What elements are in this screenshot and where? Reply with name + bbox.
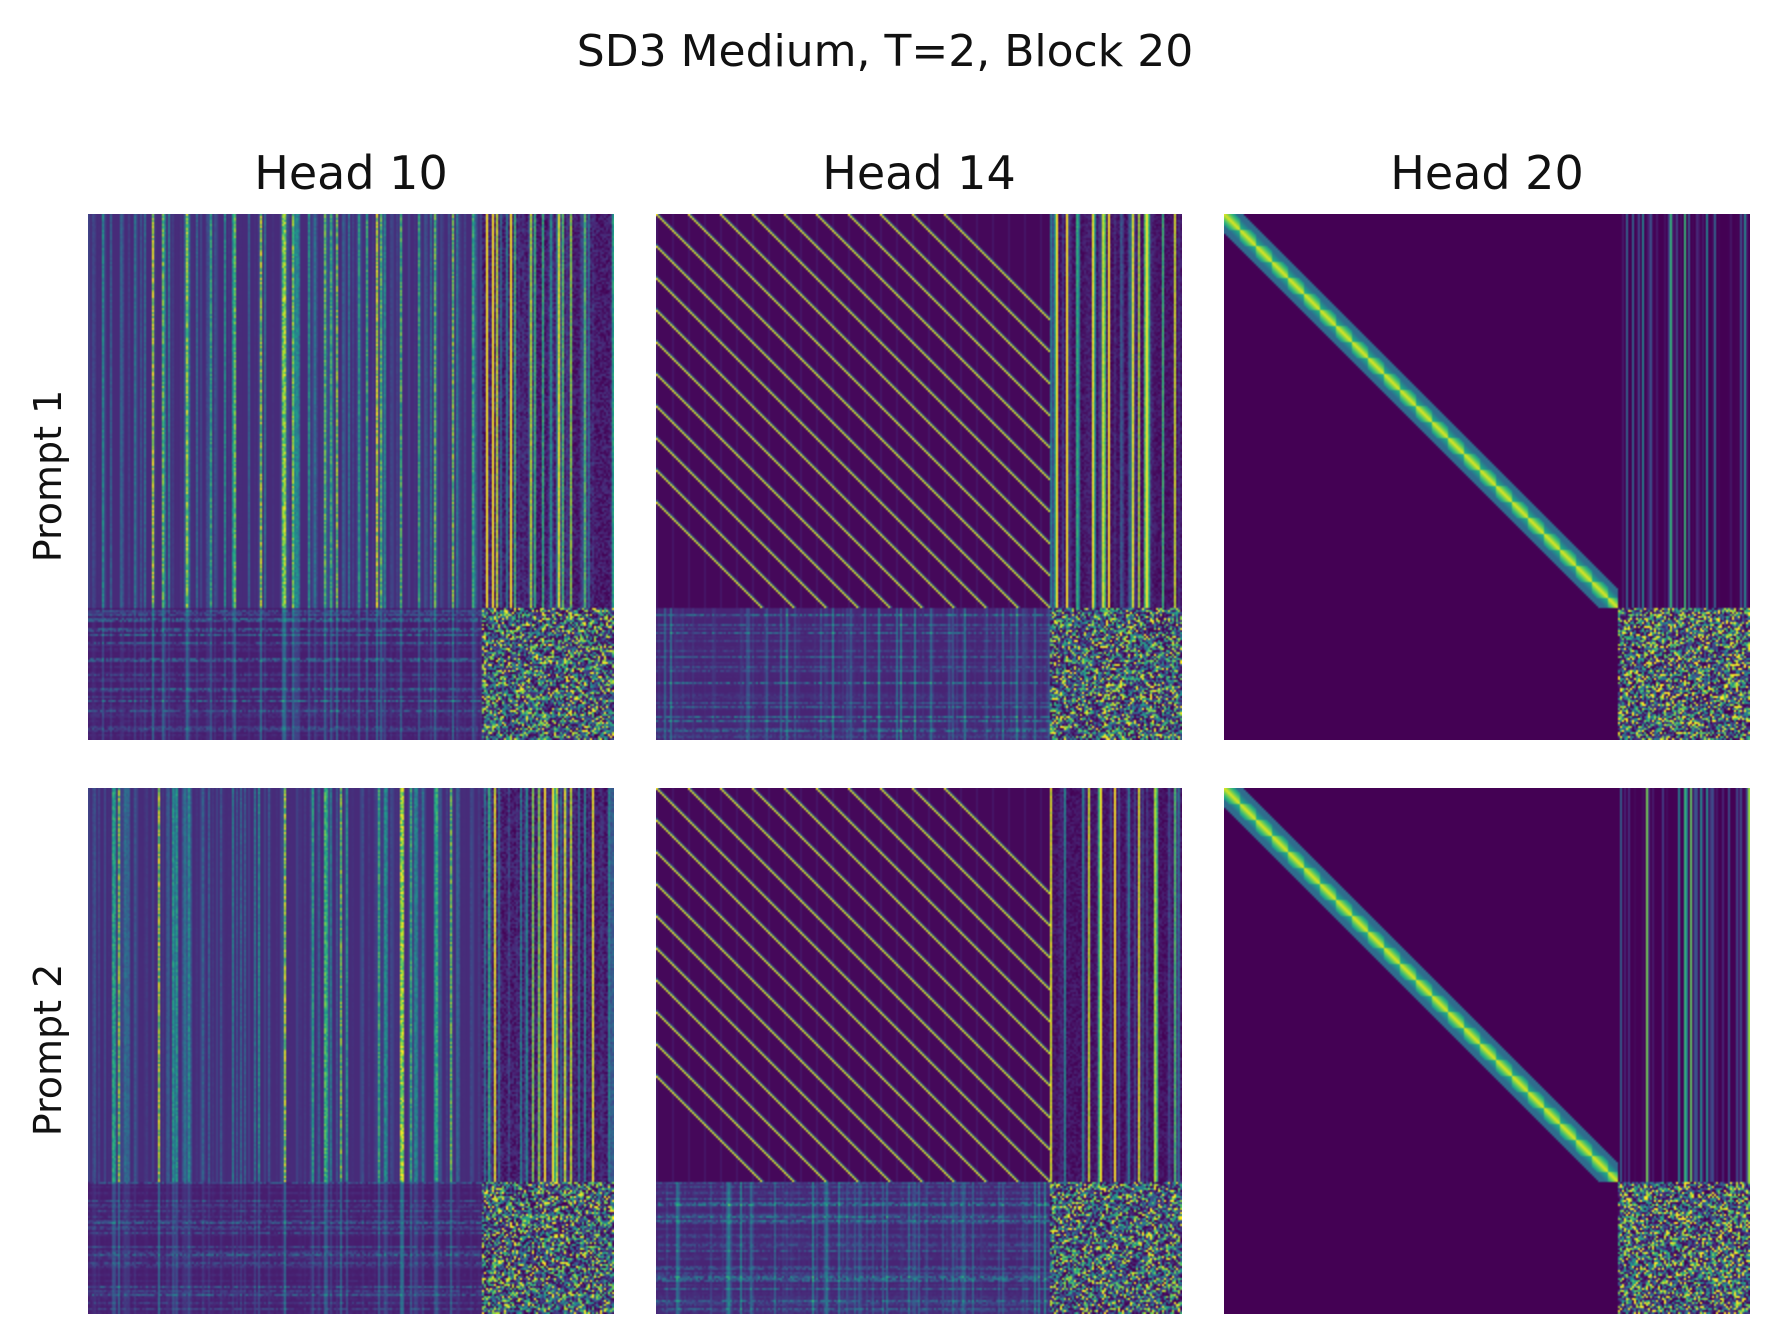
heatmap-prompt2-head10 <box>88 788 614 1314</box>
row-label-prompt-1: Prompt 1 <box>26 389 70 563</box>
chart-title: SD3 Medium, T=2, Block 20 <box>576 26 1194 77</box>
heatmap-prompt2-head20 <box>1224 788 1750 1314</box>
heatmap-prompt1-head20 <box>1224 214 1750 740</box>
column-title-head-14: Head 14 <box>822 146 1016 200</box>
heatmap-prompt2-head14 <box>656 788 1182 1314</box>
column-title-head-20: Head 20 <box>1390 146 1584 200</box>
heatmap-prompt1-head14 <box>656 214 1182 740</box>
heatmap-prompt1-head10 <box>88 214 614 740</box>
row-label-prompt-2: Prompt 2 <box>26 963 70 1137</box>
column-title-head-10: Head 10 <box>254 146 448 200</box>
